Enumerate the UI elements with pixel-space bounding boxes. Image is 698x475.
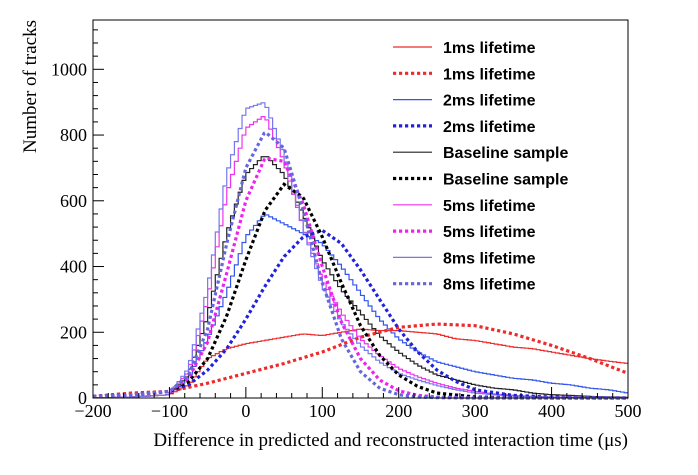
legend-label: 1ms lifetime [443, 66, 536, 83]
legend-label: 8ms lifetime [443, 250, 536, 267]
legend-label: 2ms lifetime [443, 119, 536, 136]
legend-label: 5ms lifetime [443, 198, 536, 215]
x-tick-label: 500 [615, 401, 642, 421]
x-tick-label: 400 [538, 401, 565, 421]
x-tick-label: 200 [385, 401, 412, 421]
x-tick-label: 100 [309, 401, 336, 421]
plot-area [93, 20, 628, 398]
x-tick-label: −200 [74, 401, 111, 421]
legend-label: 5ms lifetime [443, 224, 536, 241]
y-tick-label: 600 [60, 191, 87, 211]
plot-frame [92, 19, 629, 399]
legend-label: Baseline sample [443, 145, 569, 162]
x-tick-label: 300 [462, 401, 489, 421]
ticks-layer: −200 −100 0 100 200 300 400 500 0 200 400 600 800 100… [51, 29, 642, 421]
legend: 1ms lifetime 1ms lifetime 2ms lifetime 2ms … [393, 40, 569, 294]
y-tick-label: 0 [78, 388, 87, 408]
legend-label: 2ms lifetime [443, 93, 536, 110]
y-tick-label: 400 [60, 257, 87, 277]
y-axis-title: Number of tracks [20, 20, 41, 153]
x-tick-label: −100 [151, 401, 188, 421]
y-tick-label: 200 [60, 322, 87, 342]
y-tick-label: 800 [60, 125, 87, 145]
x-tick-label: 0 [241, 401, 250, 421]
x-axis-title: Difference in predicted and reconstructe… [153, 430, 628, 451]
legend-label: 1ms lifetime [443, 40, 536, 57]
y-tick-label: 1000 [51, 59, 87, 79]
legend-label: 8ms lifetime [443, 277, 536, 294]
fit-curve-1ms-lifetime [92, 322, 629, 398]
legend-label: Baseline sample [443, 172, 569, 189]
histogram-1ms-lifetime [93, 328, 628, 399]
